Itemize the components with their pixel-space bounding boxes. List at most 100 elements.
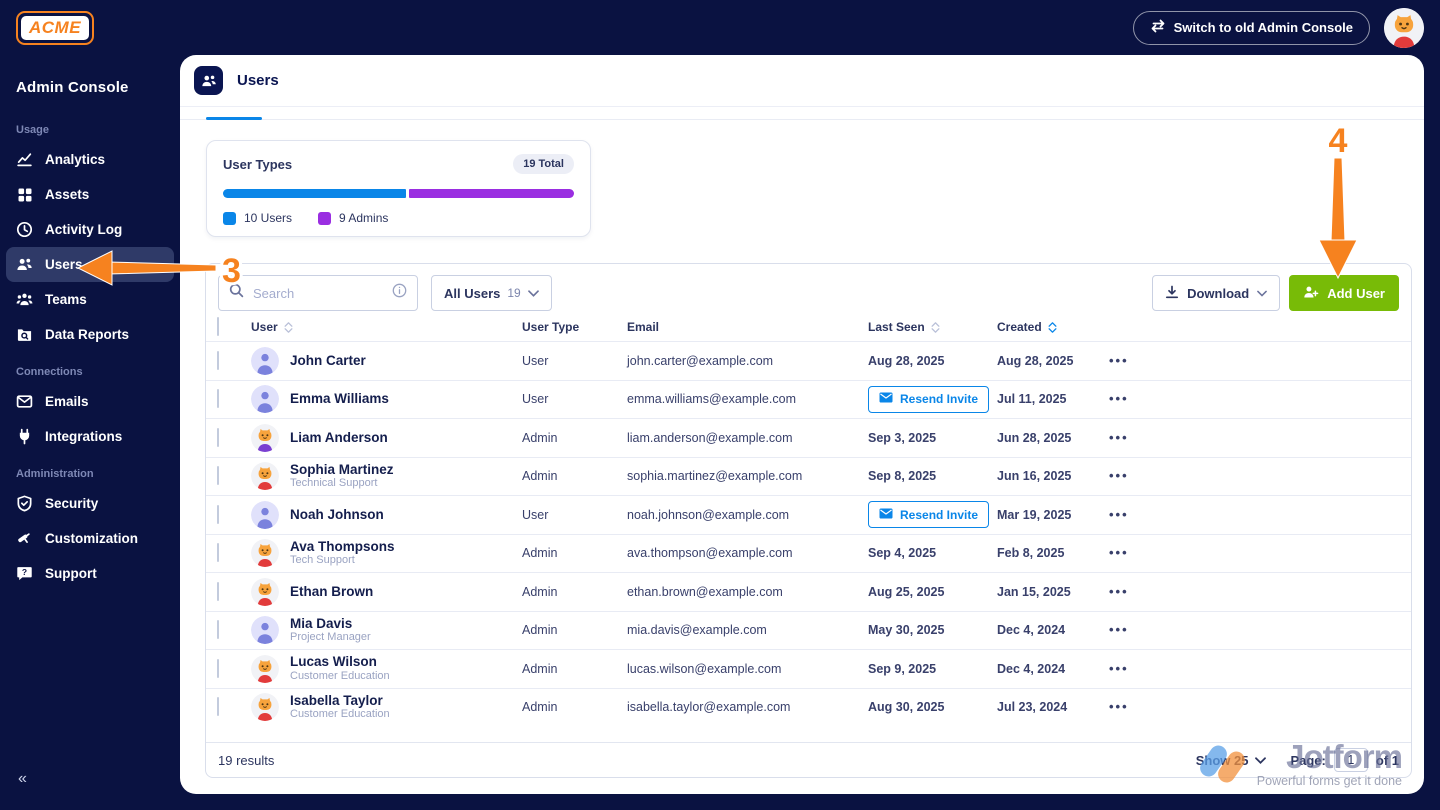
row-checkbox[interactable] [217,350,219,370]
sidebar-item-teams[interactable]: Teams [6,282,174,317]
row-actions-menu[interactable]: ••• [1109,468,1129,484]
sort-icon[interactable] [931,321,940,333]
page-size-label: Show 25 [1195,752,1249,768]
sidebar-title: Admin Console [16,79,129,96]
results-count: 19 results [218,752,275,768]
sidebar-item-label: Analytics [45,152,106,167]
analytics-icon [16,151,33,168]
row-checkbox[interactable] [217,581,219,601]
table-toolbar: All Users 19 Download Add User [206,264,1411,311]
add-user-button[interactable]: Add User [1289,275,1399,311]
user-role-subtitle: Customer Education [290,708,390,721]
column-header-user[interactable]: User [251,320,522,334]
user-name[interactable]: Emma Williams [290,391,389,407]
sidebar-item-assets[interactable]: Assets [6,177,174,212]
search-input[interactable] [253,285,383,301]
account-avatar[interactable] [1384,7,1424,48]
user-email: sophia.martinez@example.com [627,469,803,484]
column-header-email: Email [627,320,660,334]
user-avatar [251,500,279,529]
resend-invite-button[interactable]: Resend Invite [868,385,990,413]
row-checkbox[interactable] [217,543,219,563]
column-header-last-seen[interactable]: Last Seen [868,320,997,334]
user-avatar [251,693,279,722]
row-actions-menu[interactable]: ••• [1109,583,1129,599]
user-type: Admin [522,700,558,715]
user-email: isabella.taylor@example.com [627,700,791,715]
sidebar-item-support[interactable]: ? Support [6,556,174,591]
download-button[interactable]: Download [1152,275,1281,311]
row-actions-menu[interactable]: ••• [1109,699,1129,715]
table-row: Emma Williams User emma.williams@example.c… [206,379,1411,419]
user-type: Admin [522,469,558,484]
row-checkbox[interactable] [217,620,219,640]
created-date: Jun 16, 2025 [997,469,1072,484]
row-actions-menu[interactable]: ••• [1109,352,1129,368]
sort-icon[interactable] [1048,321,1057,333]
created-date: Jul 23, 2024 [997,700,1068,715]
select-all-checkbox[interactable] [217,317,219,336]
row-actions-menu[interactable]: ••• [1109,429,1129,445]
row-actions-menu[interactable]: ••• [1109,660,1129,676]
last-seen-date: Aug 30, 2025 [868,700,945,715]
user-role-subtitle: Customer Education [290,669,390,682]
sidebar-item-integrations[interactable]: Integrations [6,419,174,454]
sidebar-item-security[interactable]: Security [6,486,174,521]
sidebar-item-label: Teams [45,292,87,307]
created-date: Dec 4, 2024 [997,661,1066,676]
last-seen-date: Sep 4, 2025 [868,546,937,561]
sidebar-item-activity-log[interactable]: Activity Log [6,212,174,247]
user-name[interactable]: Isabella Taylor [290,692,383,708]
user-name[interactable]: Mia Davis [290,615,353,631]
user-name[interactable]: Lucas Wilson [290,654,377,670]
user-email: ava.thompson@example.com [627,546,793,561]
info-icon[interactable] [392,283,407,303]
search-input-wrapper [218,275,418,311]
sidebar-item-analytics[interactable]: Analytics [6,142,174,177]
summary-title: User Types [223,156,293,172]
row-actions-menu[interactable]: ••• [1109,506,1129,522]
user-avatar [251,346,279,375]
row-checkbox[interactable] [217,466,219,486]
page-number-input[interactable] [1333,748,1368,772]
active-tab-indicator[interactable] [206,117,262,120]
switch-to-old-console-button[interactable]: Switch to old Admin Console [1132,10,1370,45]
column-header-created[interactable]: Created [997,320,1107,334]
row-actions-menu[interactable]: ••• [1109,545,1129,561]
sidebar-item-label: Activity Log [45,222,123,237]
user-name[interactable]: John Carter [290,352,366,368]
user-name[interactable]: Sophia Martinez [290,461,394,477]
user-filter-dropdown[interactable]: All Users 19 [431,275,552,311]
sidebar-item-customization[interactable]: Customization [6,521,174,556]
sidebar-item-data-reports[interactable]: Data Reports [6,317,174,352]
user-name[interactable]: Liam Anderson [290,429,388,445]
row-checkbox[interactable] [217,697,219,717]
row-checkbox[interactable] [217,427,219,447]
user-type: Admin [522,584,558,599]
user-email: mia.davis@example.com [627,623,767,638]
row-actions-menu[interactable]: ••• [1109,622,1129,638]
sidebar-item-users[interactable]: Users [6,247,174,282]
table-row: Lucas Wilson Customer Education Admin lucas… [206,649,1411,688]
user-avatar [251,577,279,606]
page-of-label: of 1 [1375,752,1399,768]
legend-item: 10 Users [223,211,292,225]
sidebar-item-label: Integrations [45,429,123,444]
row-actions-menu[interactable]: ••• [1109,391,1129,407]
sort-icon[interactable] [284,321,293,333]
page-size-dropdown[interactable]: Show 25 [1196,753,1267,768]
user-name[interactable]: Ava Thompsons [290,538,395,554]
row-checkbox[interactable] [217,504,219,524]
assets-icon [16,186,33,203]
user-name[interactable]: Noah Johnson [290,506,384,522]
page-label: Page: [1290,752,1326,768]
sidebar-item-label: Emails [45,394,89,409]
row-checkbox[interactable] [217,658,219,678]
sidebar-item-emails[interactable]: Emails [6,384,174,419]
sidebar-collapse-button[interactable]: « [18,770,27,787]
user-types-legend: 10 Users 9 Admins [223,211,574,225]
row-checkbox[interactable] [217,389,219,409]
teams-icon [16,291,33,308]
user-name[interactable]: Ethan Brown [290,583,374,599]
resend-invite-button[interactable]: Resend Invite [868,501,990,529]
